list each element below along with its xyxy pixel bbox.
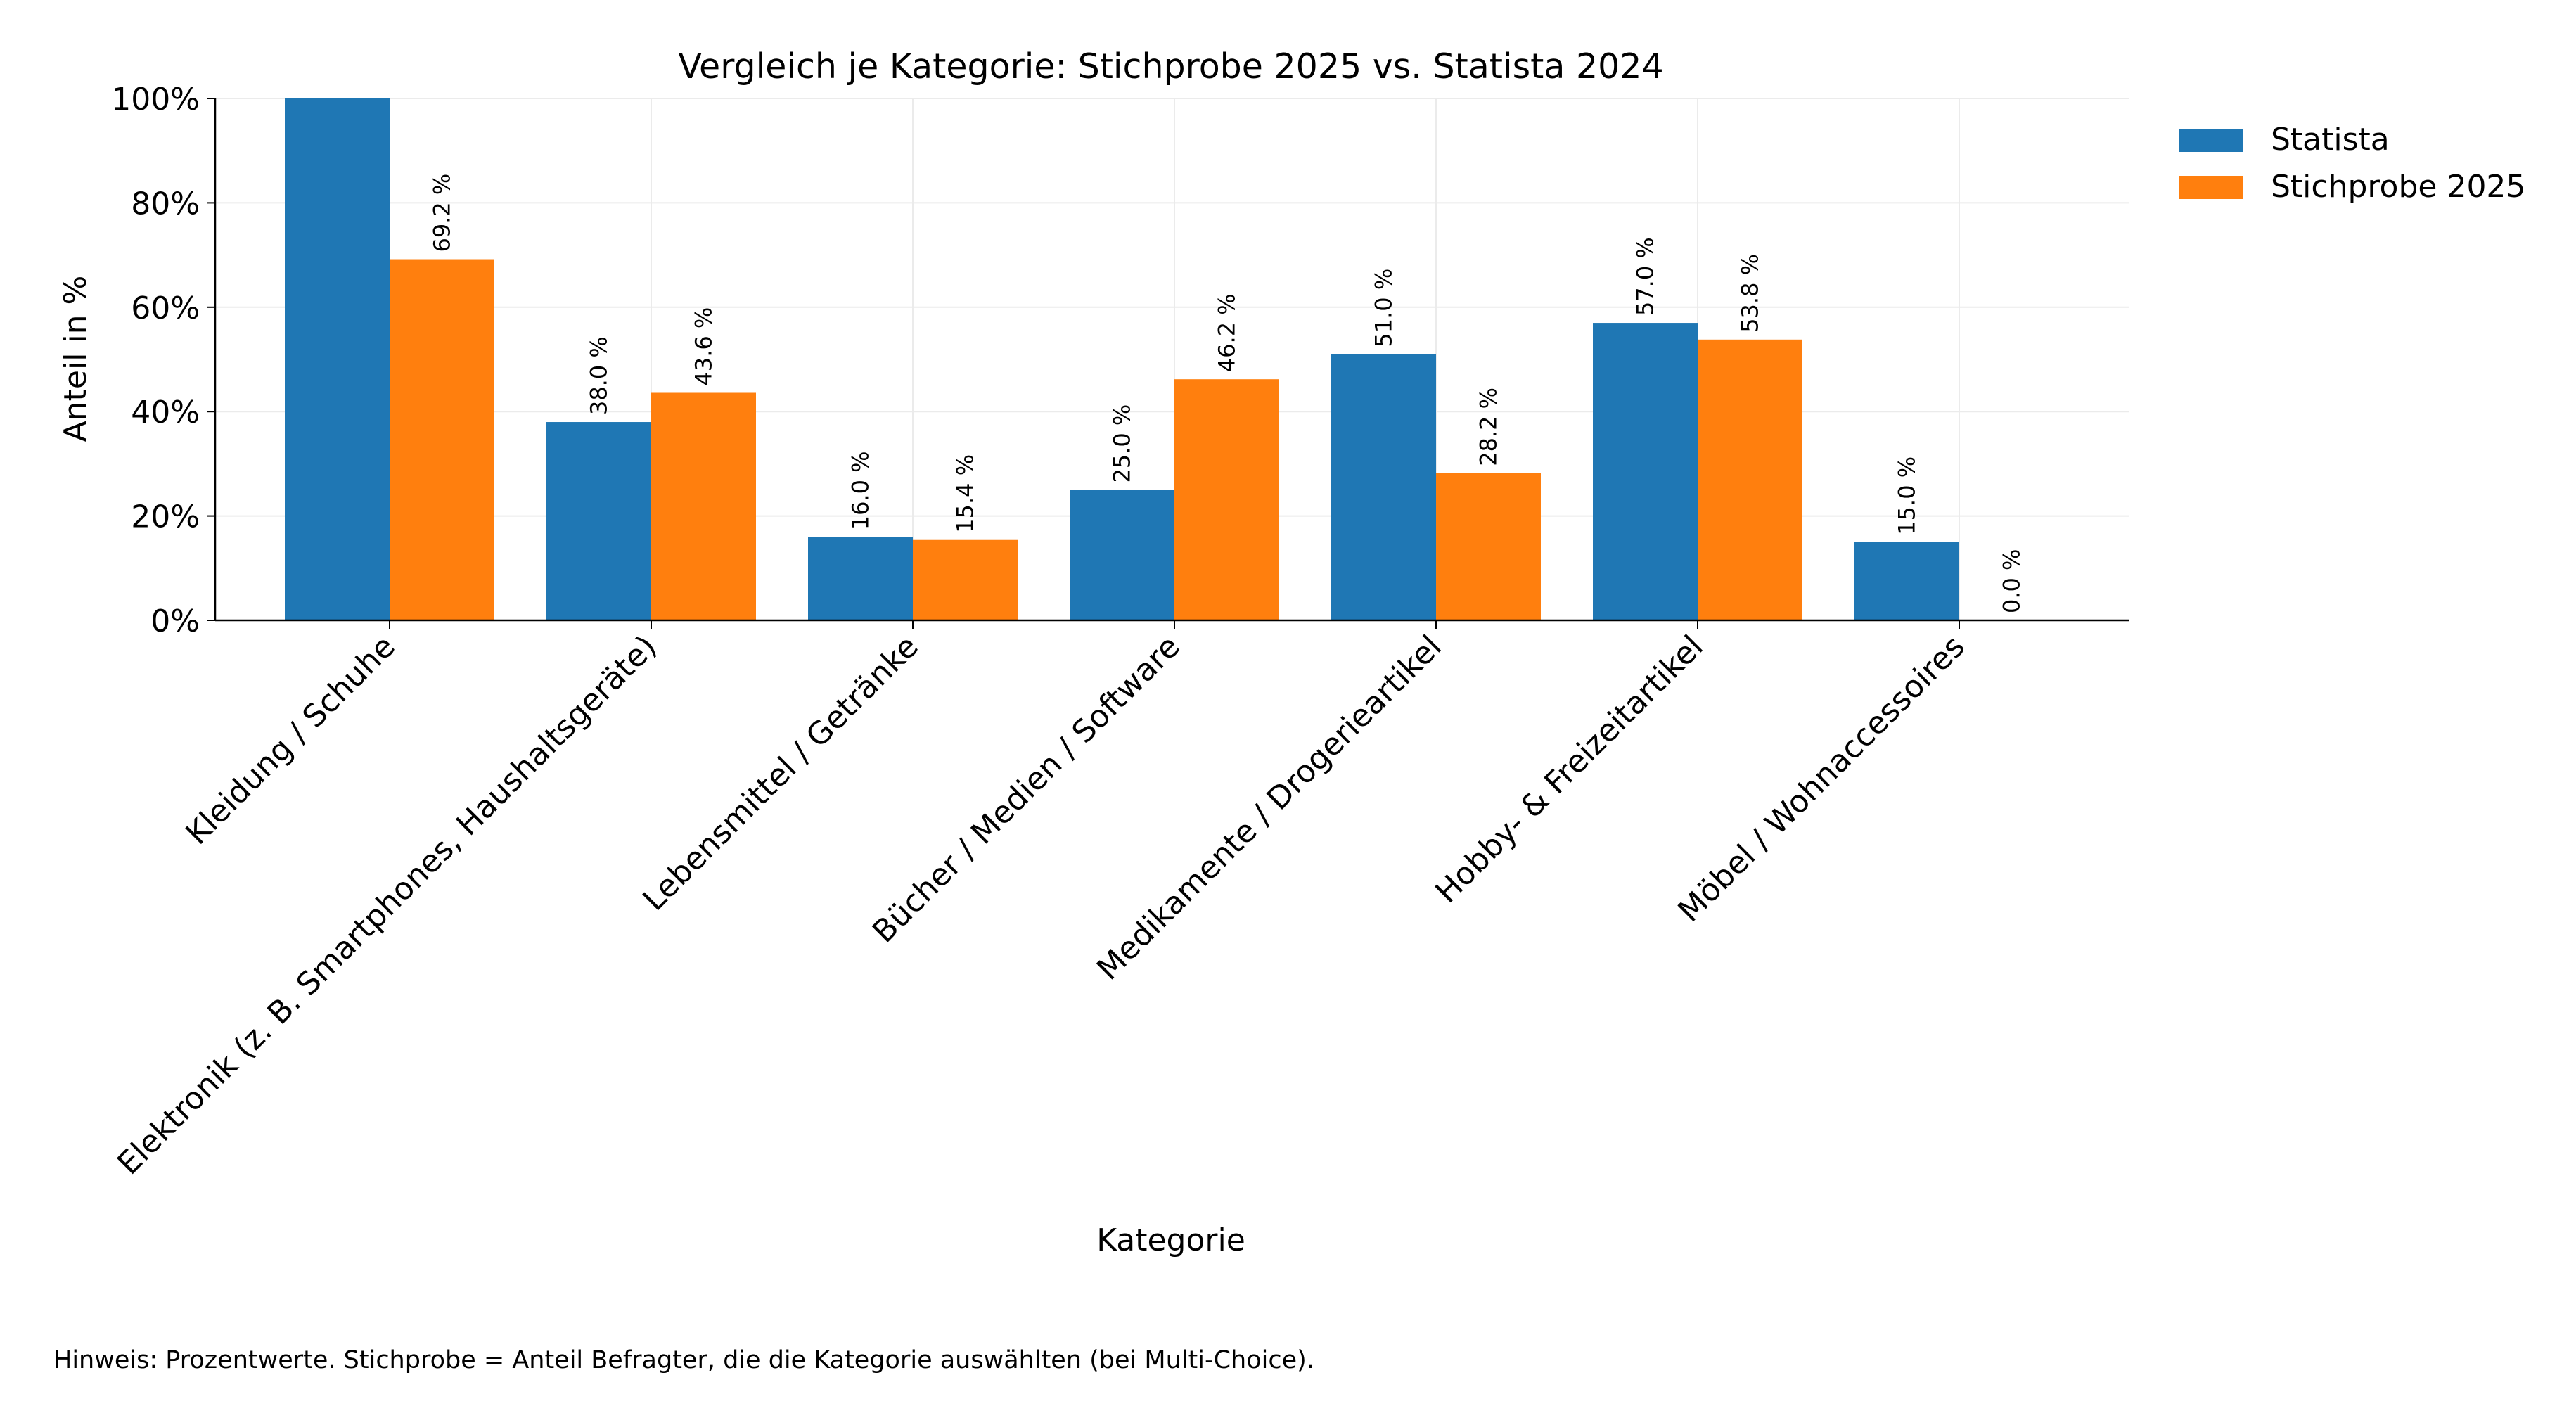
bar-value-label: 38.0 %	[586, 336, 613, 415]
y-axis-ticks: 0% 20% 40% 60% 80% 100%	[111, 82, 215, 639]
bar-stichprobe	[1436, 473, 1541, 620]
x-axis-title: Kategorie	[1096, 1222, 1245, 1258]
x-tick-label: Kleidung / Schuhe	[179, 629, 402, 852]
grid-lines	[215, 98, 2129, 621]
bar-value-label: 53.8 %	[1737, 254, 1764, 333]
x-tick-label: Elektronik (z. B. Smartphones, Haushalts…	[110, 629, 663, 1182]
bar-statista	[285, 98, 390, 620]
bar-value-labels: 38.0 % 16.0 % 25.0 % 51.0 % 57.0 % 15.0 % 69.2…	[429, 174, 2025, 613]
bar-value-label: 15.0 %	[1894, 456, 1921, 535]
bar-statista	[808, 537, 913, 620]
y-tick-label: 80%	[131, 186, 200, 222]
bar-value-label: 46.2 %	[1214, 293, 1241, 372]
legend: Statista Stichprobe 2025	[2179, 122, 2525, 205]
x-tick-label: Hobby- & Freizeitartikel	[1428, 629, 1710, 910]
legend-label: Stichprobe 2025	[2271, 169, 2525, 205]
bar-stichprobe	[1174, 379, 1279, 620]
y-tick-label: 0%	[150, 603, 200, 639]
bar-value-label: 69.2 %	[429, 174, 456, 252]
x-tick-label: Bücher / Medien / Software	[866, 629, 1187, 950]
legend-label: Statista	[2271, 122, 2390, 158]
bar-value-label: 16.0 %	[847, 451, 874, 530]
bar-value-label: 15.4 %	[952, 454, 979, 533]
bar-statista	[546, 422, 651, 620]
bar-statista	[1854, 542, 1959, 620]
bar-value-label: 57.0 %	[1632, 237, 1659, 316]
bar-statista	[1593, 323, 1698, 620]
bar-stichprobe	[1698, 339, 1802, 620]
legend-swatch	[2179, 129, 2243, 152]
y-tick-label: 60%	[131, 290, 200, 326]
x-tick-label: Möbel / Wohnaccessoires	[1672, 629, 1972, 929]
bar-value-label: 28.2 %	[1475, 388, 1502, 466]
bar-stichprobe	[651, 392, 756, 620]
bars	[285, 98, 1959, 620]
chart-title: Vergleich je Kategorie: Stichprobe 2025 …	[678, 46, 1663, 87]
bar-statista	[1070, 490, 1174, 620]
axes	[214, 98, 2129, 622]
y-tick-label: 100%	[111, 82, 200, 117]
x-tick-label: Lebensmittel / Getränke	[636, 629, 925, 918]
footnote: Hinweis: Prozentwerte. Stichprobe = Ante…	[53, 1346, 1314, 1374]
bar-value-label: 0.0 %	[1999, 549, 2025, 613]
y-tick-label: 40%	[131, 395, 200, 430]
bar-value-label: 51.0 %	[1371, 269, 1397, 347]
y-tick-label: 20%	[131, 499, 200, 535]
bar-value-label: 43.6 %	[691, 307, 717, 386]
bar-stichprobe	[390, 259, 494, 620]
bar-statista	[1331, 354, 1436, 620]
legend-swatch	[2179, 176, 2243, 199]
bar-stichprobe	[913, 539, 1018, 620]
y-axis-title: Anteil in %	[58, 276, 94, 442]
bar-value-label: 25.0 %	[1109, 404, 1136, 483]
